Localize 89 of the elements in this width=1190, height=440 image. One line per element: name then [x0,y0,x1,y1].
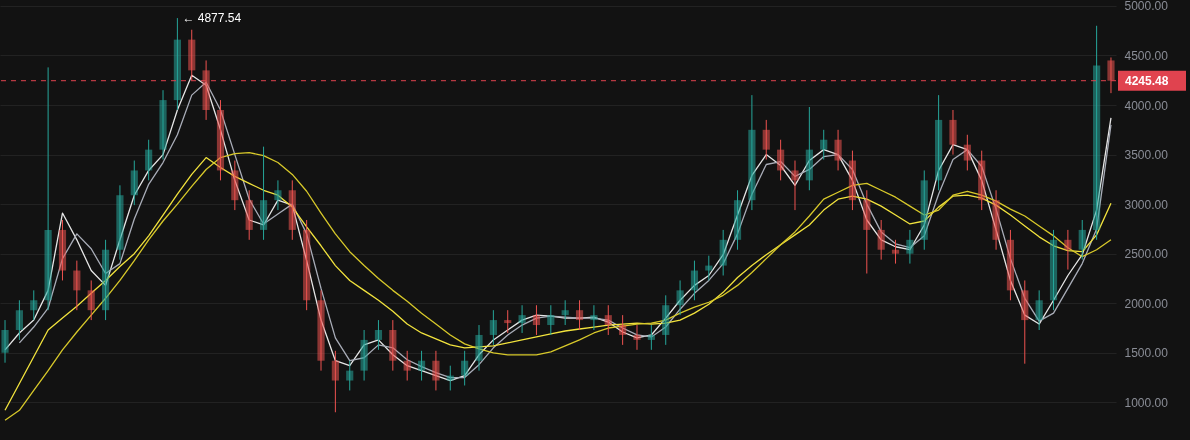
candlestick [920,169,928,251]
y-tick-label: 3500.00 [1124,148,1169,163]
y-tick-label: 2000.00 [1124,296,1169,311]
candlestick [820,129,828,161]
candlestick [532,304,541,336]
candlestick [561,299,569,326]
annotation: ← 4877.54 [182,11,242,26]
candlestick [288,179,296,241]
candlestick [15,299,23,341]
candlestick [662,294,670,346]
candlestick [30,289,38,321]
candlestick [346,360,354,391]
candlestick [317,289,325,372]
candlestick [73,260,81,311]
candlestick [475,324,483,372]
candlestick [863,189,871,275]
candlestick [705,255,713,281]
candlestick [690,260,699,301]
candlestick [791,160,799,211]
candlestick [1064,229,1072,271]
candlestick [619,314,627,346]
y-tick-label: 1000.00 [1124,395,1169,410]
candlestick [748,94,756,211]
candlestick [461,350,469,386]
candlestick [518,304,526,334]
y-tick-label: 1500.00 [1124,346,1169,361]
candlestick [647,324,655,351]
candlestick [87,279,95,321]
candlestick [633,324,641,351]
candlestick [1093,25,1101,241]
candlestick [1078,219,1086,261]
candlestick [719,229,727,276]
y-tick-label: 4500.00 [1124,49,1169,63]
candlestick [489,309,497,346]
candlestick [145,139,153,181]
candlestick [590,304,598,331]
candlestick [1006,229,1015,301]
ref-line-label: 4245.48 [1125,73,1169,88]
y-tick-label: 3000.00 [1124,197,1169,212]
candlestick [992,189,1000,251]
candlestick [1021,279,1029,365]
candlestick [575,299,584,331]
candlestick [360,329,368,382]
candlestick [604,304,612,336]
candlestick [1035,289,1043,331]
candlestick [331,350,339,413]
candlestick [963,134,971,171]
candlestick [231,160,239,211]
candlestick [58,219,67,281]
candlestick [805,106,813,191]
candlestick [389,319,397,372]
candlestick [834,129,842,171]
candlestick [303,219,311,311]
candlestick [1107,56,1115,94]
y-tick-label: 2500.00 [1124,247,1169,262]
y-tick-label: 4000.00 [1124,98,1169,113]
candlestick [159,89,167,161]
candlestick [216,99,225,181]
candlestick [245,189,253,241]
candlestick [1,319,9,364]
candlestick [101,239,110,321]
candlestick [676,279,684,316]
candlestick [188,29,196,81]
candlestick [935,94,943,191]
candlestick [446,365,454,391]
candlestick [432,350,440,391]
candlestick [403,350,411,382]
y-tick-label: 5000.00 [1124,0,1169,14]
candlestick [259,146,268,241]
candlestick [891,239,900,265]
candlestick [417,350,426,382]
candlestick [504,309,512,334]
candlestick [949,109,957,156]
candlestick [44,66,52,311]
candlestick [202,59,210,121]
candlestick [978,150,986,211]
candlestick [1049,229,1058,311]
candlestick [848,150,857,211]
candlestick [777,139,785,181]
candlestick [274,179,282,211]
candlestick [762,119,770,161]
candlestick [116,184,124,261]
candlestick [130,160,138,206]
candlestick [547,304,555,336]
candlestick [374,319,383,351]
candlestick [877,219,885,261]
candlestick [173,17,181,111]
candlestick [906,229,914,265]
candlestick [733,189,742,251]
